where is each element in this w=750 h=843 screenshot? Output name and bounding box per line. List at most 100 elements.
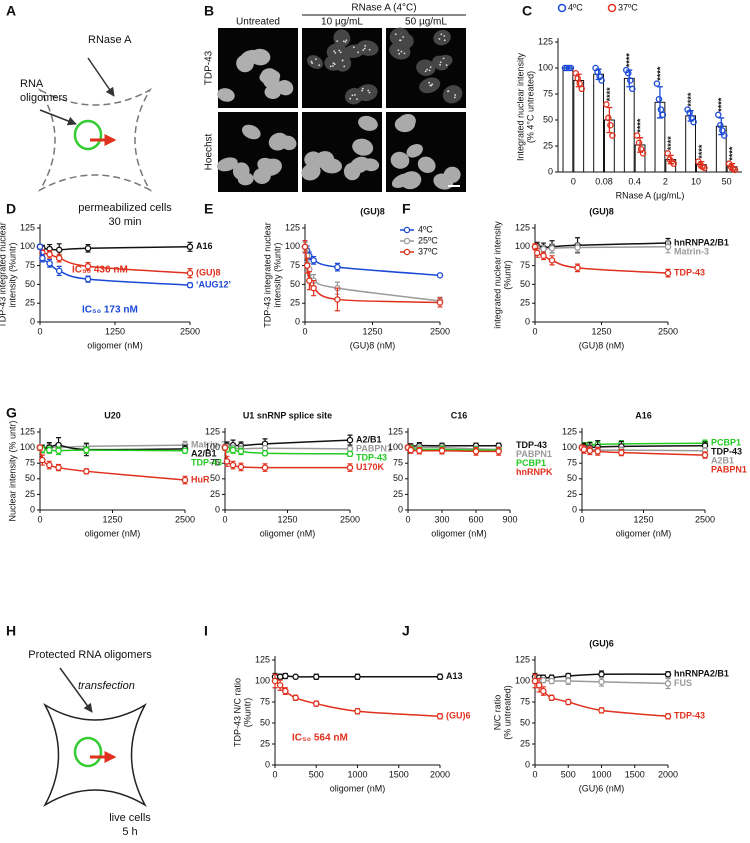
speckle <box>398 52 401 55</box>
speckle <box>397 49 400 52</box>
bar <box>623 77 635 173</box>
legend-label: 37ºC <box>618 2 638 12</box>
x-tick-label: 300 <box>434 514 449 524</box>
data-point <box>312 673 320 681</box>
data-point <box>548 677 555 685</box>
data-point <box>565 677 572 685</box>
column-label: Untreated <box>236 17 280 28</box>
nucleus <box>236 54 254 73</box>
data-point <box>535 681 543 689</box>
x-axis-label: oligomer (nM) <box>260 528 316 538</box>
x-tick-label: 2500 <box>340 514 360 524</box>
nucleus <box>276 79 294 96</box>
data-point <box>55 267 63 275</box>
x-tick-label: 2500 <box>180 326 200 336</box>
legend-label: Matrin-3 <box>191 439 226 449</box>
data-point <box>533 249 541 257</box>
data-point <box>572 69 579 77</box>
panel-h-diagram: Protected RNA oligomers transfection liv… <box>28 649 152 838</box>
data-point <box>416 447 423 454</box>
y-axis-label: TDP-43 integrated nuclear <box>262 222 272 328</box>
legend-label: (GU)6 <box>446 711 471 721</box>
data-point <box>629 85 636 93</box>
significance: **** <box>605 87 615 102</box>
speckle <box>343 65 346 68</box>
x-tick-label: 2500 <box>658 326 678 336</box>
legend-label: PCBP1 <box>516 458 546 468</box>
label: permeabilized cells <box>78 202 172 214</box>
y-tick-label: 0 <box>265 759 270 769</box>
y-tick-label: 0 <box>398 504 403 514</box>
axis <box>39 428 185 511</box>
legend-label: Matrin-3 <box>674 246 709 256</box>
speckle <box>431 83 434 86</box>
x-tick-label: 1250 <box>105 326 125 336</box>
data-point <box>186 269 194 277</box>
speckle <box>440 33 443 36</box>
legend-label: A2/B1 <box>191 448 217 458</box>
x-tick-label: 0.4 <box>628 176 641 186</box>
y-tick-label: 75 <box>393 458 403 468</box>
y-axis-label: (%untr) <box>242 698 252 728</box>
panel-label: G <box>6 405 17 421</box>
legend-label: TDP-43 <box>516 440 547 450</box>
data-point <box>237 463 245 471</box>
row-label: Hoechst <box>204 133 215 170</box>
row-label: TDP-43 <box>204 50 215 85</box>
data-point <box>574 75 581 82</box>
y-tick-label: 50 <box>520 717 530 727</box>
data-point <box>540 245 547 253</box>
data-point <box>576 80 583 87</box>
data-point <box>276 681 284 689</box>
data-point <box>567 64 575 72</box>
x-tick-label: 0 <box>302 326 307 336</box>
y-tick-label: 50 <box>520 279 530 289</box>
x-axis-label: oligomer (nM) <box>87 340 143 350</box>
data-point <box>605 114 612 122</box>
data-point <box>186 281 194 289</box>
data-point <box>664 671 672 678</box>
speckle <box>336 40 339 43</box>
significance: **** <box>697 144 707 159</box>
speckle <box>333 63 336 66</box>
x-tick-label: 10 <box>691 176 701 186</box>
speckle <box>342 40 345 43</box>
x-tick-label: 0 <box>222 514 227 524</box>
data-point <box>717 121 724 129</box>
y-tick-label: 0 <box>30 316 35 326</box>
data-point <box>633 132 641 139</box>
data-point <box>84 263 92 270</box>
x-tick-label: 2500 <box>695 514 715 524</box>
data-point <box>719 127 726 134</box>
significance: **** <box>666 136 676 151</box>
y-tick-label: 25 <box>520 298 530 308</box>
x-tick-label: 1250 <box>362 326 382 336</box>
data-point <box>346 464 354 471</box>
x-tick-label: 2000 <box>658 769 678 779</box>
nucleus <box>400 171 422 190</box>
y-axis-label: Nuclear intensity (% untr) <box>7 420 17 521</box>
data-point <box>540 252 547 260</box>
speckle <box>362 49 365 52</box>
data-point <box>563 64 571 72</box>
y-tick-label: 25 <box>260 738 270 748</box>
y-axis-label: (%untr) <box>502 260 512 290</box>
data-point <box>472 448 480 455</box>
data-point <box>46 446 53 454</box>
column-label: 10 µg/mL <box>321 17 363 28</box>
speckle <box>349 97 352 100</box>
chart-title: (GU)6 <box>589 638 614 648</box>
y-tick-label: 100 <box>538 62 553 72</box>
y-tick-label: 125 <box>515 654 530 664</box>
y-tick-label: 50 <box>393 473 403 483</box>
y-tick-label: 50 <box>25 279 35 289</box>
data-point <box>301 243 309 251</box>
data-point <box>46 461 53 469</box>
data-point <box>586 447 594 454</box>
y-tick-label: 0 <box>525 316 530 326</box>
legend-label: U170K <box>356 462 385 472</box>
speckle <box>354 94 356 96</box>
data-point <box>282 672 289 680</box>
legend-label: 37ºC <box>418 246 438 256</box>
x-axis-label: oligomer (nM) <box>616 528 672 538</box>
